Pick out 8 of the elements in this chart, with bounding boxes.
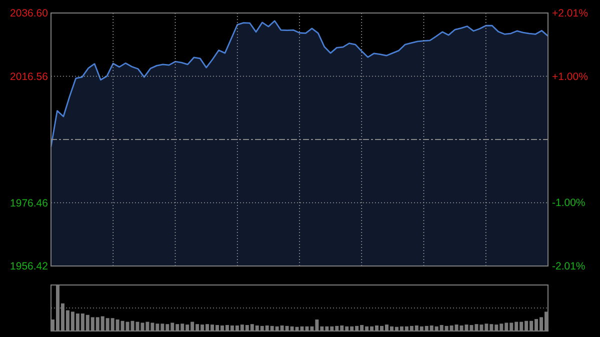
y2-tick-label: +1.00% bbox=[552, 71, 588, 84]
y2-tick-label: -1.00% bbox=[552, 197, 586, 210]
y-tick-label: 1976.46 bbox=[10, 197, 48, 210]
y2-tick-label: +2.01% bbox=[552, 8, 588, 20]
y2-tick-label: -2.01% bbox=[552, 260, 586, 273]
y-tick-label: 2036.60 bbox=[10, 8, 48, 20]
y-tick-label: 1956.42 bbox=[10, 260, 48, 273]
y-tick-label: 2016.56 bbox=[10, 70, 48, 83]
